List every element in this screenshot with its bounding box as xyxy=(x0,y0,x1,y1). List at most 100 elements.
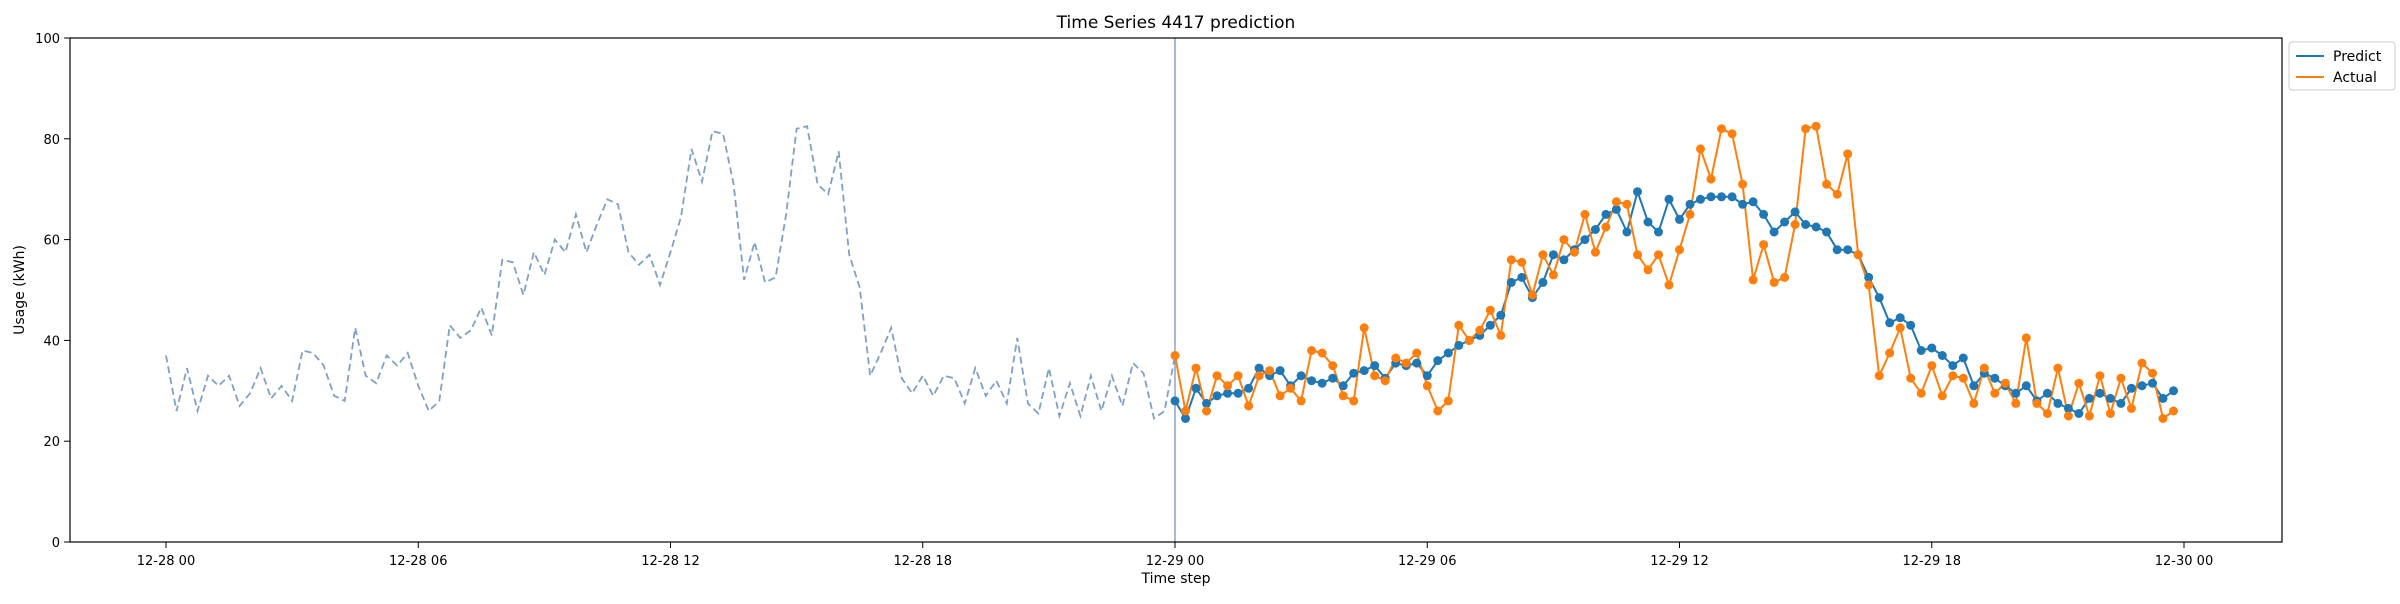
predict-point xyxy=(1485,320,1495,330)
actual-point xyxy=(1359,323,1369,333)
predict-point xyxy=(1181,414,1190,423)
actual-point xyxy=(1202,406,1211,416)
predict-point xyxy=(1769,227,1779,237)
actual-point xyxy=(1233,371,1243,381)
actual-point xyxy=(1738,179,1748,189)
actual-point xyxy=(1906,373,1916,383)
actual-point xyxy=(2000,378,2010,388)
predict-point xyxy=(1622,227,1632,237)
predict-point xyxy=(2126,383,2136,393)
actual-point xyxy=(1885,348,1895,358)
predict-point xyxy=(1359,366,1369,376)
actual-point xyxy=(2148,368,2157,378)
predict-point xyxy=(2169,386,2178,396)
y-tick-label: 100 xyxy=(35,32,60,47)
predict-point xyxy=(1191,383,1201,393)
actual-point xyxy=(1286,383,1296,393)
predict-point xyxy=(1601,209,1611,219)
predict-point xyxy=(2158,393,2168,403)
actual-point xyxy=(2032,398,2042,408)
predict-point xyxy=(1717,192,1726,202)
predict-point xyxy=(1780,217,1790,227)
predict-point xyxy=(1738,199,1748,209)
predict-point xyxy=(1212,391,1222,401)
actual-point xyxy=(1853,250,1863,260)
actual-point xyxy=(1412,348,1422,358)
actual-point xyxy=(1433,406,1443,416)
actual-point xyxy=(2126,403,2136,413)
actual-point xyxy=(1307,346,1317,355)
predict-point xyxy=(1948,361,1958,371)
actual-point xyxy=(1422,381,1432,391)
predict-point xyxy=(1254,363,1264,373)
predict-point xyxy=(1548,250,1558,260)
predict-point xyxy=(1759,209,1769,219)
predict-point xyxy=(1202,398,1211,408)
actual-point xyxy=(1822,179,1832,189)
actual-point xyxy=(2169,406,2178,416)
x-axis-label: Time step xyxy=(1141,571,1211,587)
predict-point xyxy=(1349,368,1359,378)
actual-point xyxy=(1759,240,1769,250)
y-tick-label: 80 xyxy=(43,133,60,148)
axes: 12-28 00 12-28 06 12-28 12 12-28 18 12-29 00… xyxy=(35,32,2213,569)
predict-point xyxy=(1590,225,1600,234)
predict-point xyxy=(1927,343,1937,353)
actual-point xyxy=(2011,398,2021,408)
actual-point xyxy=(1622,199,1632,209)
y-tick-label: 40 xyxy=(43,334,60,349)
actual-point xyxy=(1696,144,1705,154)
actual-point xyxy=(1485,305,1495,315)
plot-area xyxy=(165,38,2178,542)
actual-point xyxy=(1496,330,1506,340)
actual-point xyxy=(1391,353,1401,363)
actual-point xyxy=(1811,121,1821,131)
legend-label-predict: Predict xyxy=(2333,49,2382,65)
predict-point xyxy=(1790,207,1800,217)
actual-point xyxy=(2084,411,2094,421)
y-tick-label: 20 xyxy=(43,435,60,450)
predict-point xyxy=(2105,393,2115,403)
predict-point xyxy=(2021,381,2031,391)
actual-point xyxy=(2137,358,2147,368)
predict-point xyxy=(1843,245,1853,255)
actual-point xyxy=(2158,414,2168,423)
actual-point xyxy=(1801,124,1811,134)
predict-point xyxy=(2011,388,2021,398)
actual-point xyxy=(1569,247,1579,257)
actual-point xyxy=(1685,209,1695,219)
actual-point xyxy=(1590,247,1600,257)
predict-point xyxy=(1822,227,1832,237)
predict-point xyxy=(1937,351,1947,360)
predict-point xyxy=(2042,388,2052,398)
predict-point xyxy=(1811,222,1821,232)
predict-point xyxy=(1664,194,1674,204)
predict-point xyxy=(1727,192,1737,202)
actual-point xyxy=(1559,235,1569,245)
actual-point xyxy=(2095,371,2105,381)
predict-point xyxy=(2137,381,2147,391)
predict-point xyxy=(1611,204,1621,214)
actual-point xyxy=(1275,391,1285,401)
predict-point xyxy=(1706,192,1716,202)
actual-point xyxy=(1580,209,1590,219)
actual-point xyxy=(1380,376,1390,386)
history-line xyxy=(165,125,1176,421)
x-tick-label: 12-29 12 xyxy=(1650,554,1708,569)
actual-point xyxy=(1979,363,1989,373)
actual-point xyxy=(1769,277,1779,287)
actual-point xyxy=(1506,255,1516,265)
predict-point xyxy=(1338,381,1348,391)
x-tick-label: 12-30 00 xyxy=(2155,554,2213,569)
actual-point xyxy=(1675,245,1684,255)
actual-point xyxy=(1317,348,1327,358)
actual-point xyxy=(1265,366,1275,376)
actual-point xyxy=(1832,189,1842,199)
predict-point xyxy=(1832,245,1842,255)
actual-point xyxy=(1464,335,1474,345)
predict-point xyxy=(1517,272,1527,282)
predict-point xyxy=(1685,199,1695,209)
actual-point xyxy=(1328,361,1338,371)
x-tick-label: 12-28 18 xyxy=(894,554,952,569)
actual-point xyxy=(1454,320,1464,330)
